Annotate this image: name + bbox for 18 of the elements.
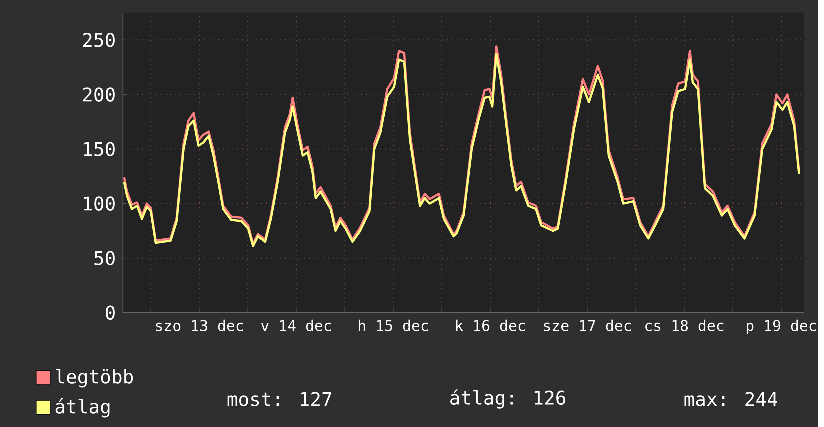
x-tick-label: v 14 dec <box>261 320 332 332</box>
x-tick-label: sze 17 dec <box>544 320 632 332</box>
x-tick-label: k 16 dec <box>456 320 526 332</box>
x-tick-label: cs 18 dec <box>646 320 724 332</box>
y-tick-label: 250 <box>83 32 115 48</box>
y-tick-label: 200 <box>83 88 115 102</box>
text: átlag: 126 <box>450 390 566 409</box>
text: most: 127 <box>228 392 332 406</box>
text: max: 244 <box>684 392 778 406</box>
y-tick-label: 150 <box>84 142 115 156</box>
legend-label: átlag <box>56 398 110 418</box>
x-tick-label: szo 13 dec <box>156 320 244 332</box>
x-tick-label: h 15 dec <box>359 320 428 332</box>
legend-label: legtöbb <box>56 369 134 388</box>
y-tick-label: 0 <box>106 306 115 320</box>
x-tick-label: p 19 dec <box>746 320 816 334</box>
y-tick-label: 100 <box>84 196 115 211</box>
y-tick-label: 50 <box>94 251 115 266</box>
